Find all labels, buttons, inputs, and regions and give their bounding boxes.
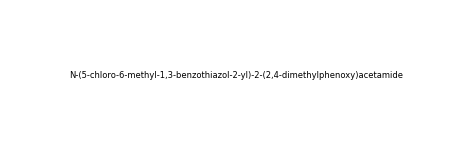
Text: N-(5-chloro-6-methyl-1,3-benzothiazol-2-yl)-2-(2,4-dimethylphenoxy)acetamide: N-(5-chloro-6-methyl-1,3-benzothiazol-2-… [68, 71, 402, 80]
